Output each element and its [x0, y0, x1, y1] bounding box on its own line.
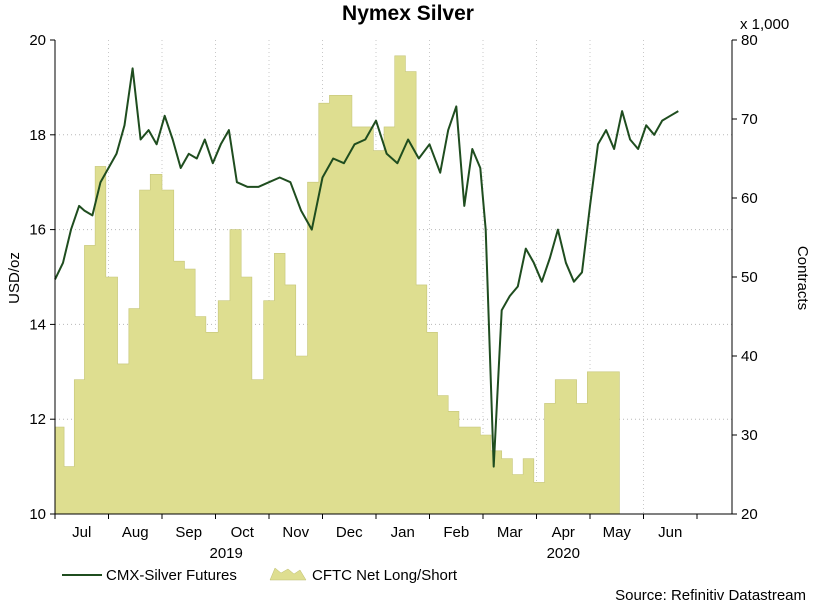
x-tick-label: Nov	[282, 524, 309, 541]
right-tick-label: 30	[741, 427, 758, 444]
legend-label-cftc: CFTC Net Long/Short	[312, 567, 458, 584]
year-label-2020: 2020	[547, 545, 580, 562]
right-axis-multiplier: x 1,000	[740, 16, 789, 33]
x-tick-label: Aug	[122, 524, 149, 541]
x-tick-label: May	[603, 524, 632, 541]
right-tick-label: 60	[741, 190, 758, 207]
right-tick-label: 70	[741, 111, 758, 128]
x-tick-label: Jan	[391, 524, 415, 541]
chart-title: Nymex Silver	[342, 2, 474, 25]
right-tick-label: 50	[741, 269, 758, 286]
x-tick-label: Dec	[336, 524, 363, 541]
legend-bar-swatch	[269, 567, 307, 581]
cftc-net-long-short-area	[54, 55, 732, 515]
left-axis-label: USD/oz	[6, 252, 23, 304]
left-tick-label: 20	[29, 32, 46, 49]
x-tick-label: Jul	[72, 524, 91, 541]
x-tick-label: Mar	[497, 524, 523, 541]
year-label-2019: 2019	[210, 545, 243, 562]
left-tick-label: 10	[29, 506, 46, 523]
right-tick-label: 20	[741, 506, 758, 523]
source-note: Source: Refinitiv Datastream	[615, 587, 806, 603]
x-tick-label: Feb	[443, 524, 469, 541]
x-tick-label: Apr	[552, 524, 575, 541]
left-tick-label: 14	[29, 316, 46, 333]
x-tick-label: Jun	[658, 524, 682, 541]
left-tick-label: 18	[29, 127, 46, 144]
left-tick-label: 12	[29, 411, 46, 428]
x-tick-label: Oct	[231, 524, 255, 541]
right-tick-label: 80	[741, 32, 758, 49]
cmx-silver-futures-line	[54, 67, 679, 468]
left-tick-label: 16	[29, 222, 46, 239]
x-tick-label: Sep	[175, 524, 202, 541]
legend-label-silver-futures: CMX-Silver Futures	[106, 567, 237, 584]
legend: CMX-Silver Futures CFTC Net Long/Short	[62, 567, 458, 584]
right-tick-label: 40	[741, 348, 758, 365]
right-axis-label: Contracts	[794, 246, 811, 310]
